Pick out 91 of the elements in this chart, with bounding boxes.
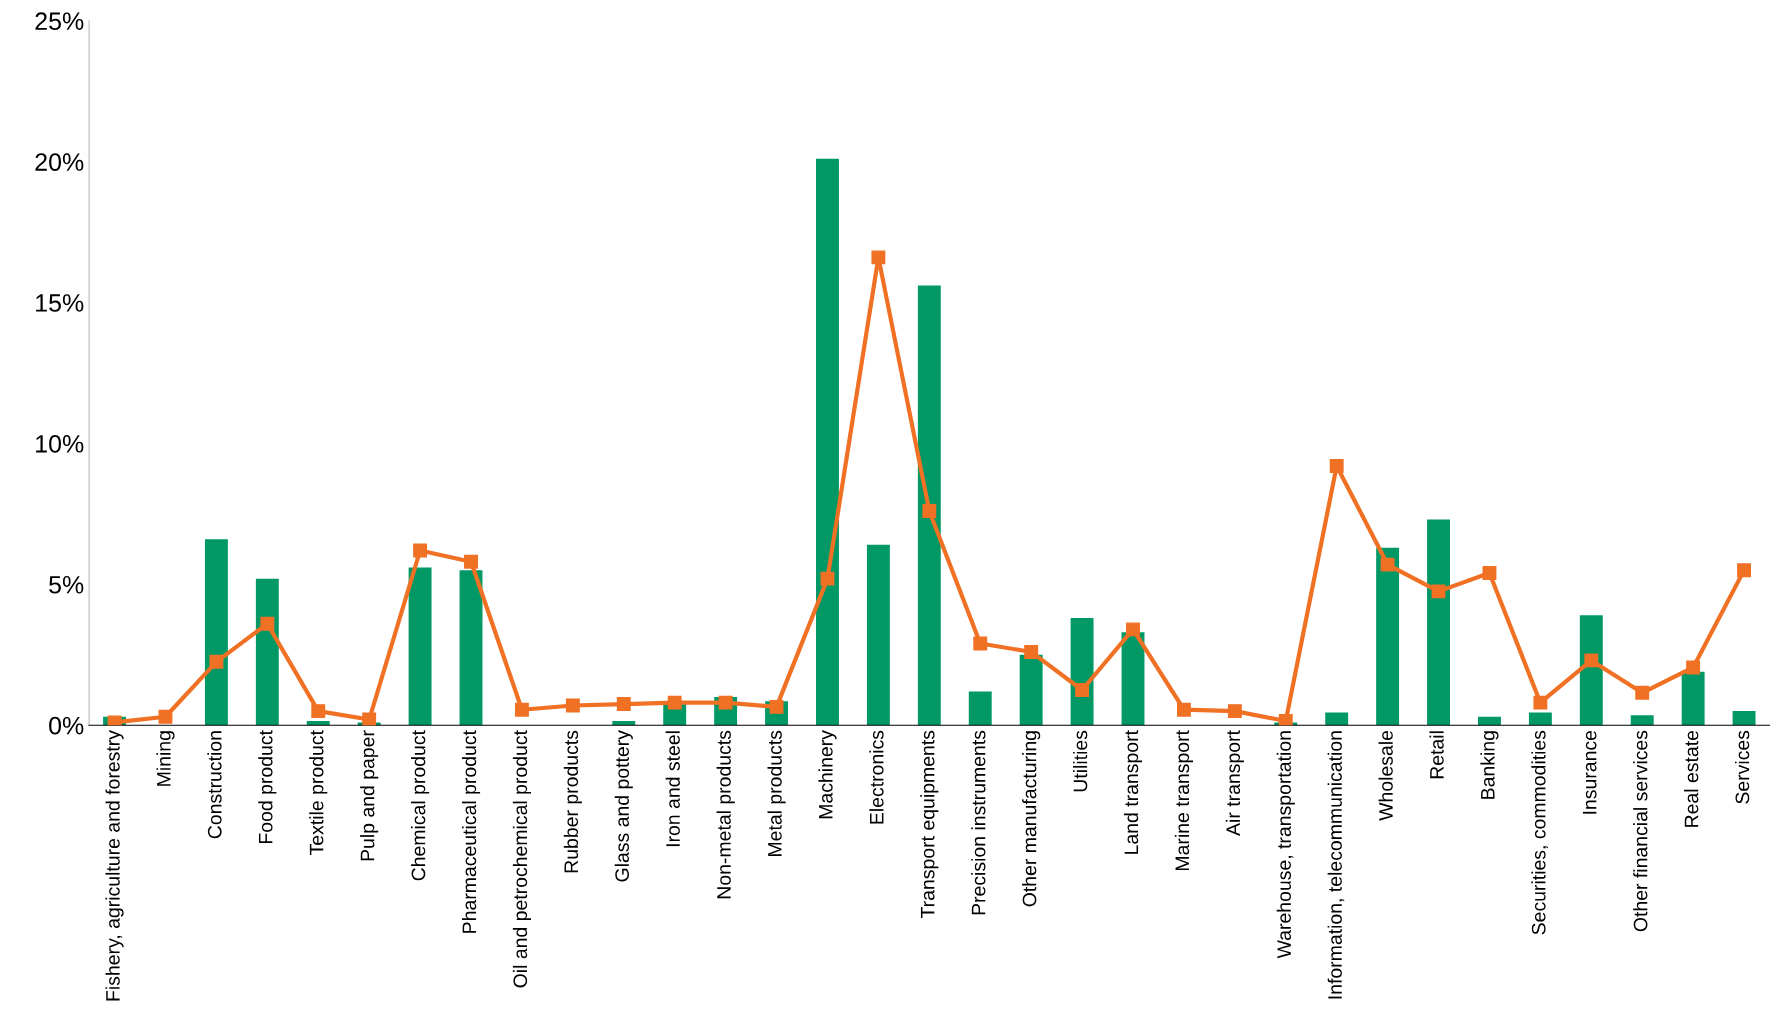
x-tick-label: Construction (207, 731, 222, 839)
x-tick-label: Services (1735, 730, 1750, 804)
x-tick-label: Precision instruments (971, 730, 986, 915)
point (1482, 566, 1497, 580)
point (107, 715, 122, 726)
x-tick-label: Electronics (869, 730, 884, 824)
point (718, 695, 733, 710)
point (1635, 685, 1650, 700)
bar (1019, 654, 1043, 726)
y-tick-label: 25% (35, 12, 84, 31)
bar (204, 539, 228, 726)
point (1176, 702, 1191, 717)
x-tick-label: Mining (156, 731, 175, 786)
bar (306, 720, 330, 726)
x-tick-label: Marine transport (1174, 730, 1193, 871)
x-tick-label: Textile product (309, 730, 328, 855)
bar (1325, 712, 1349, 726)
x-tick-label: Chemical product (411, 730, 430, 881)
point (413, 543, 428, 558)
bar (1732, 711, 1756, 726)
point (260, 616, 275, 631)
x-tick-label: Utilities (1073, 730, 1088, 792)
bar (866, 544, 890, 726)
bar (1478, 716, 1501, 726)
bar (1579, 615, 1603, 726)
x-tick-label: Metal products (767, 730, 786, 856)
bar (1376, 547, 1400, 726)
x-tick-label: Banking (1480, 731, 1499, 799)
x-tick-label: Wholesale (1378, 730, 1393, 821)
point (1380, 557, 1395, 572)
x-tick-label: Food product (258, 730, 277, 844)
x-tick-label: Transport equipments (920, 730, 939, 919)
x-tick-label: Air transport (1225, 730, 1244, 836)
x-tick-label: Pulp and paper (360, 730, 379, 861)
bar (1528, 712, 1552, 726)
point (1329, 459, 1344, 473)
x-tick-label: Other manufacturing (1022, 731, 1041, 907)
point (209, 654, 224, 669)
point (514, 702, 529, 717)
point (565, 698, 580, 713)
x-tick-label: Retail (1429, 731, 1444, 779)
point (1075, 683, 1090, 697)
point (973, 636, 988, 651)
point (158, 709, 173, 724)
y-tick-label: 15% (36, 294, 84, 312)
x-tick-label: Glass and pottery (614, 730, 633, 882)
point (311, 704, 326, 719)
y-tick-label: 10% (36, 435, 84, 453)
x-tick-label: Pharmaceutical product (461, 730, 481, 933)
x-tick-label: Land transport (1123, 730, 1143, 854)
y-tick-label: 5% (49, 576, 84, 594)
point (871, 250, 886, 265)
x-tick-label: Other financial services (1633, 730, 1648, 932)
x-tick-label: Fishery, agriculture and forestry (105, 730, 124, 1001)
point (362, 712, 377, 726)
x-tick-label: Rubber products (563, 730, 582, 873)
point (922, 504, 937, 518)
x-tick-label: Oil and petrochemical product (512, 730, 531, 988)
x-tick-label: Machinery (818, 730, 837, 819)
bar (408, 567, 432, 726)
point (1431, 584, 1446, 599)
y-tick-label: 0% (49, 716, 84, 735)
point (1227, 704, 1242, 719)
point (1737, 563, 1752, 578)
point (1278, 714, 1293, 726)
x-tick-label: Information, telecommunication (1327, 731, 1345, 999)
point (820, 571, 835, 586)
x-tick-label: Iron and steel (665, 731, 680, 847)
x-tick-label: Real estate (1684, 730, 1699, 827)
x-tick-label: Insurance (1582, 730, 1597, 814)
point (1584, 653, 1599, 668)
bar (255, 578, 279, 726)
point (1024, 644, 1039, 659)
bar (612, 720, 636, 726)
x-tick-label: Warehouse, transportation (1276, 731, 1295, 959)
point (1533, 695, 1548, 710)
point (1126, 622, 1140, 637)
bar (917, 285, 941, 726)
x-tick-label: Securities, commodities (1531, 730, 1548, 935)
bar (968, 691, 992, 726)
point (1686, 660, 1701, 675)
x-tick-label: Non-metal products (716, 730, 735, 899)
bar (816, 158, 839, 726)
bar (1630, 715, 1654, 726)
point (464, 554, 478, 569)
y-tick-label: 20% (35, 153, 84, 171)
bar (459, 570, 483, 726)
point (667, 695, 682, 710)
bar (1681, 671, 1705, 726)
bar (1427, 519, 1450, 726)
point (616, 697, 631, 712)
